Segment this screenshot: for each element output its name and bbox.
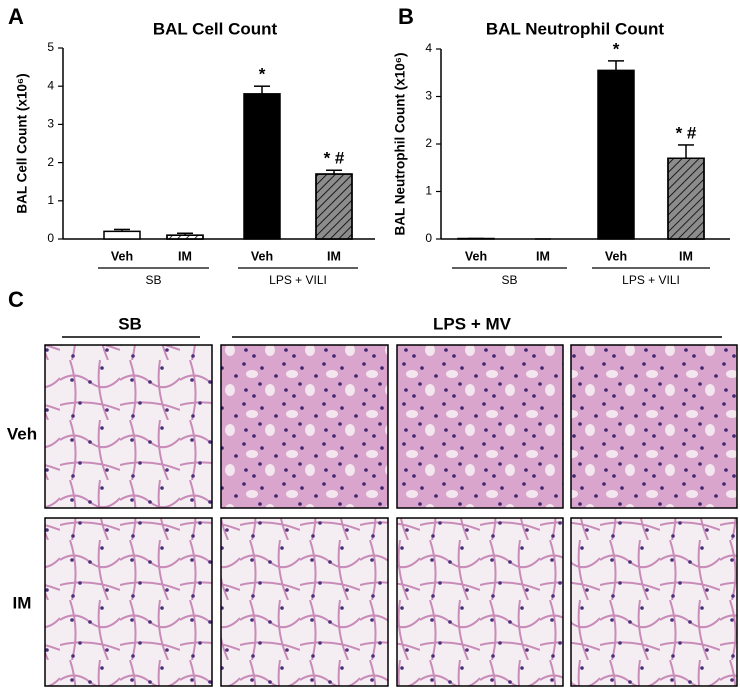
bar-hatch — [667, 157, 705, 240]
histology-image — [44, 517, 213, 687]
histology-image — [396, 517, 564, 687]
chart-title: BAL Cell Count — [153, 19, 278, 38]
significance-label: * — [613, 39, 620, 58]
histology-image — [220, 344, 389, 509]
y-tick-label: 0 — [425, 231, 432, 245]
bar-hatch — [315, 173, 353, 240]
panel-label: A — [8, 4, 24, 29]
y-tick-label: 0 — [47, 231, 54, 245]
y-tick-label: 3 — [47, 117, 54, 131]
bar — [243, 93, 281, 240]
y-tick-label: 5 — [47, 40, 54, 54]
y-tick-label: 1 — [47, 193, 54, 207]
bar-hatch — [166, 234, 204, 240]
x-tick-label: Veh — [251, 249, 273, 263]
chart-title: BAL Neutrophil Count — [486, 19, 664, 38]
x-tick-label: IM — [327, 249, 341, 263]
histology-image — [570, 344, 738, 509]
group-label: LPS + VILI — [622, 273, 680, 287]
group-label: LPS + VILI — [269, 273, 327, 287]
bar — [103, 230, 141, 240]
significance-label: * # — [676, 123, 697, 142]
significance-label: * — [259, 65, 266, 84]
column-label: LPS + MV — [433, 314, 512, 333]
histology-image — [396, 344, 564, 509]
y-tick-label: 3 — [425, 89, 432, 103]
x-tick-label: IM — [536, 249, 550, 263]
histology-image — [220, 517, 389, 687]
x-tick-label: Veh — [465, 249, 487, 263]
column-label: SB — [118, 314, 142, 333]
y-tick-label: 2 — [425, 136, 432, 150]
panel-label: C — [8, 287, 24, 312]
y-tick-label: 4 — [47, 78, 54, 92]
group-label: SB — [501, 273, 517, 287]
y-axis-label: BAL Cell Count (x10⁶) — [15, 73, 30, 213]
y-axis-label: BAL Neutrophil Count (x10⁶) — [393, 53, 408, 236]
y-tick-label: 2 — [47, 155, 54, 169]
histology-image — [570, 517, 738, 687]
bar — [597, 69, 635, 240]
x-tick-label: Veh — [111, 249, 133, 263]
y-tick-label: 1 — [425, 184, 432, 198]
row-label: Veh — [7, 424, 37, 443]
histology-panel: C SB LPS + MV Veh IM — [7, 287, 738, 687]
x-tick-label: IM — [178, 249, 192, 263]
y-tick-label: 4 — [425, 41, 432, 55]
x-tick-label: Veh — [605, 249, 627, 263]
panel-label: B — [398, 4, 414, 29]
group-label: SB — [145, 273, 161, 287]
row-label: IM — [13, 593, 32, 612]
histology-image — [44, 344, 213, 509]
x-tick-label: IM — [679, 249, 693, 263]
significance-label: * # — [324, 149, 345, 168]
